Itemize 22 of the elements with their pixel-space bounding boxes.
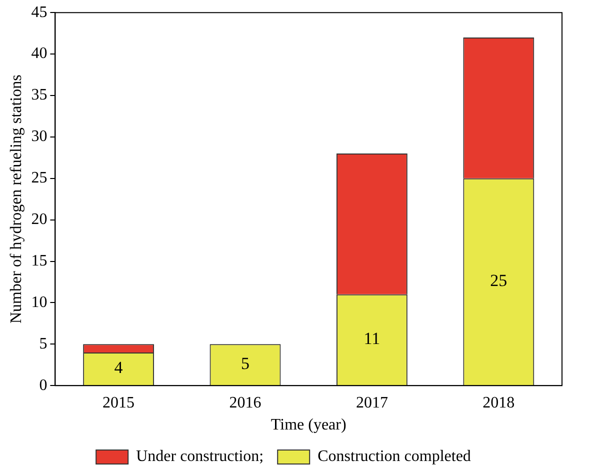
x-tick-label: 2016 bbox=[229, 394, 262, 412]
y-tick-label: 0 bbox=[39, 376, 48, 394]
data-label: 5 bbox=[241, 354, 250, 374]
x-axis-title: Time (year) bbox=[270, 416, 346, 434]
x-tick-label: 2015 bbox=[102, 394, 135, 412]
y-tick-label: 20 bbox=[31, 211, 48, 228]
y-tick-label: 35 bbox=[31, 86, 48, 104]
y-tick-label: 15 bbox=[31, 252, 48, 270]
data-label: 25 bbox=[490, 271, 508, 290]
data-label: 4 bbox=[114, 358, 124, 378]
legend-label: Construction completed bbox=[318, 448, 471, 466]
y-tick-label: 10 bbox=[31, 294, 48, 311]
x-tick-label: 2017 bbox=[356, 394, 388, 412]
x-tick-label: 2018 bbox=[482, 394, 515, 412]
y-tick-label: 40 bbox=[31, 45, 48, 62]
data-label: 11 bbox=[364, 329, 380, 348]
y-axis-title: Number of hydrogen refueling stations bbox=[8, 74, 25, 324]
y-tick-label: 30 bbox=[31, 128, 48, 146]
y-tick-label: 25 bbox=[31, 170, 48, 187]
legend-label: Under construction; bbox=[136, 448, 264, 466]
y-tick-label: 45 bbox=[31, 4, 48, 21]
y-tick-label: 5 bbox=[39, 335, 48, 352]
